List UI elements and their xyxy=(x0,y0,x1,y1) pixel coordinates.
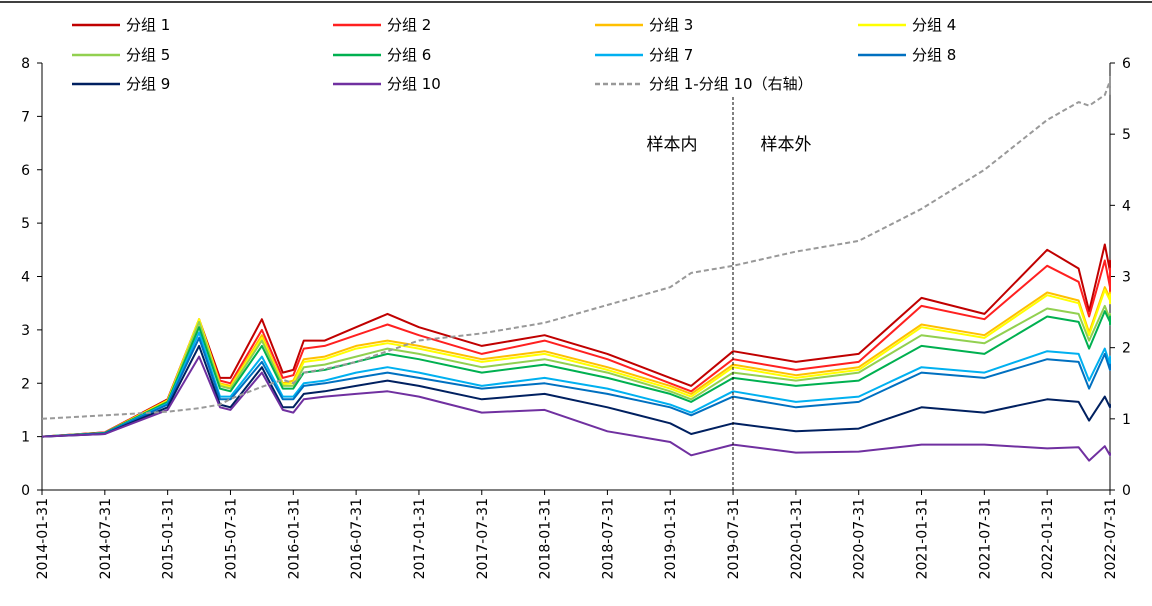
legend-label: 分组 6 xyxy=(387,46,431,64)
y-tick-label: 7 xyxy=(21,109,30,125)
x-tick-label: 2021-07-31 xyxy=(977,498,993,579)
y2-tick-label: 2 xyxy=(1122,341,1131,357)
y-tick-label: 5 xyxy=(21,216,30,232)
series-line-2 xyxy=(41,259,1111,438)
x-tick-label: 2020-01-31 xyxy=(789,498,805,579)
x-tick-label: 2019-01-31 xyxy=(663,498,679,579)
series-line-10 xyxy=(41,355,1111,462)
legend-label: 分组 2 xyxy=(387,16,431,34)
y-tick-label: 4 xyxy=(21,270,30,286)
series-line-7 xyxy=(41,331,1111,438)
x-tick-label: 2016-01-31 xyxy=(286,498,302,579)
legend-label: 分组 1 xyxy=(126,16,170,34)
x-tick-label: 2019-07-31 xyxy=(726,498,742,579)
legend-label: 分组 1-分组 10（右轴） xyxy=(649,75,813,93)
x-tick-label: 2015-07-31 xyxy=(223,498,239,579)
series-line-1 xyxy=(41,243,1111,438)
y-tick-label: 8 xyxy=(21,56,30,72)
series-lines xyxy=(41,76,1111,462)
x-tick-label: 2017-07-31 xyxy=(475,498,491,579)
x-axis-ticks: 2014-01-31 2014-07-31 2015-01-31 2015-07-31… xyxy=(35,490,1119,579)
x-tick-label: 2014-01-31 xyxy=(35,498,51,579)
series-line-6 xyxy=(41,310,1111,438)
y-tick-label: 3 xyxy=(21,323,30,339)
legend-label: 分组 8 xyxy=(912,46,956,64)
x-tick-label: 2022-07-31 xyxy=(1103,498,1119,579)
x-tick-label: 2016-07-31 xyxy=(349,498,365,579)
series-line-11 xyxy=(41,76,1111,420)
x-tick-label: 2021-01-31 xyxy=(915,498,931,579)
x-tick-label: 2014-07-31 xyxy=(98,498,114,579)
x-tick-label: 2015-01-31 xyxy=(161,498,177,579)
series-line-8 xyxy=(41,336,1111,438)
legend-label: 分组 7 xyxy=(649,46,693,64)
series-line-9 xyxy=(41,344,1111,438)
x-tick-label: 2017-01-31 xyxy=(412,498,428,579)
y-tick-label: 2 xyxy=(21,376,30,392)
y2-tick-label: 1 xyxy=(1122,412,1131,428)
x-tick-label: 2018-07-31 xyxy=(600,498,616,579)
series-line-5 xyxy=(41,304,1111,438)
legend-label: 分组 4 xyxy=(912,16,956,34)
y-tick-label: 1 xyxy=(21,430,30,446)
annotations: 样本内 样本外 xyxy=(647,97,812,490)
left-axis-ticks: 0 1 2 3 4 5 6 7 8 xyxy=(21,56,42,499)
legend-label: 分组 5 xyxy=(126,46,170,64)
y2-tick-label: 0 xyxy=(1122,483,1131,499)
y2-tick-label: 5 xyxy=(1122,127,1131,143)
x-tick-label: 2022-01-31 xyxy=(1040,498,1056,579)
y2-tick-label: 3 xyxy=(1122,270,1131,286)
legend-label: 分组 10 xyxy=(387,75,441,93)
x-tick-label: 2020-07-31 xyxy=(852,498,868,579)
out-sample-label: 样本外 xyxy=(761,135,812,155)
y-tick-label: 6 xyxy=(21,163,30,179)
y2-tick-label: 4 xyxy=(1122,198,1131,214)
y2-tick-label: 6 xyxy=(1122,56,1131,72)
legend-label: 分组 9 xyxy=(126,75,170,93)
x-tick-label: 2018-01-31 xyxy=(538,498,554,579)
legend-label: 分组 3 xyxy=(649,16,693,34)
legend: 分组 1 分组 2 分组 3 分组 4 分组 5 分组 6 分组 7 分组 8 分组 9 分组 1… xyxy=(72,16,956,93)
y-tick-label: 0 xyxy=(21,483,30,499)
in-sample-label: 样本内 xyxy=(647,135,698,155)
right-axis-ticks: 0 1 2 3 4 5 6 xyxy=(1110,56,1131,499)
